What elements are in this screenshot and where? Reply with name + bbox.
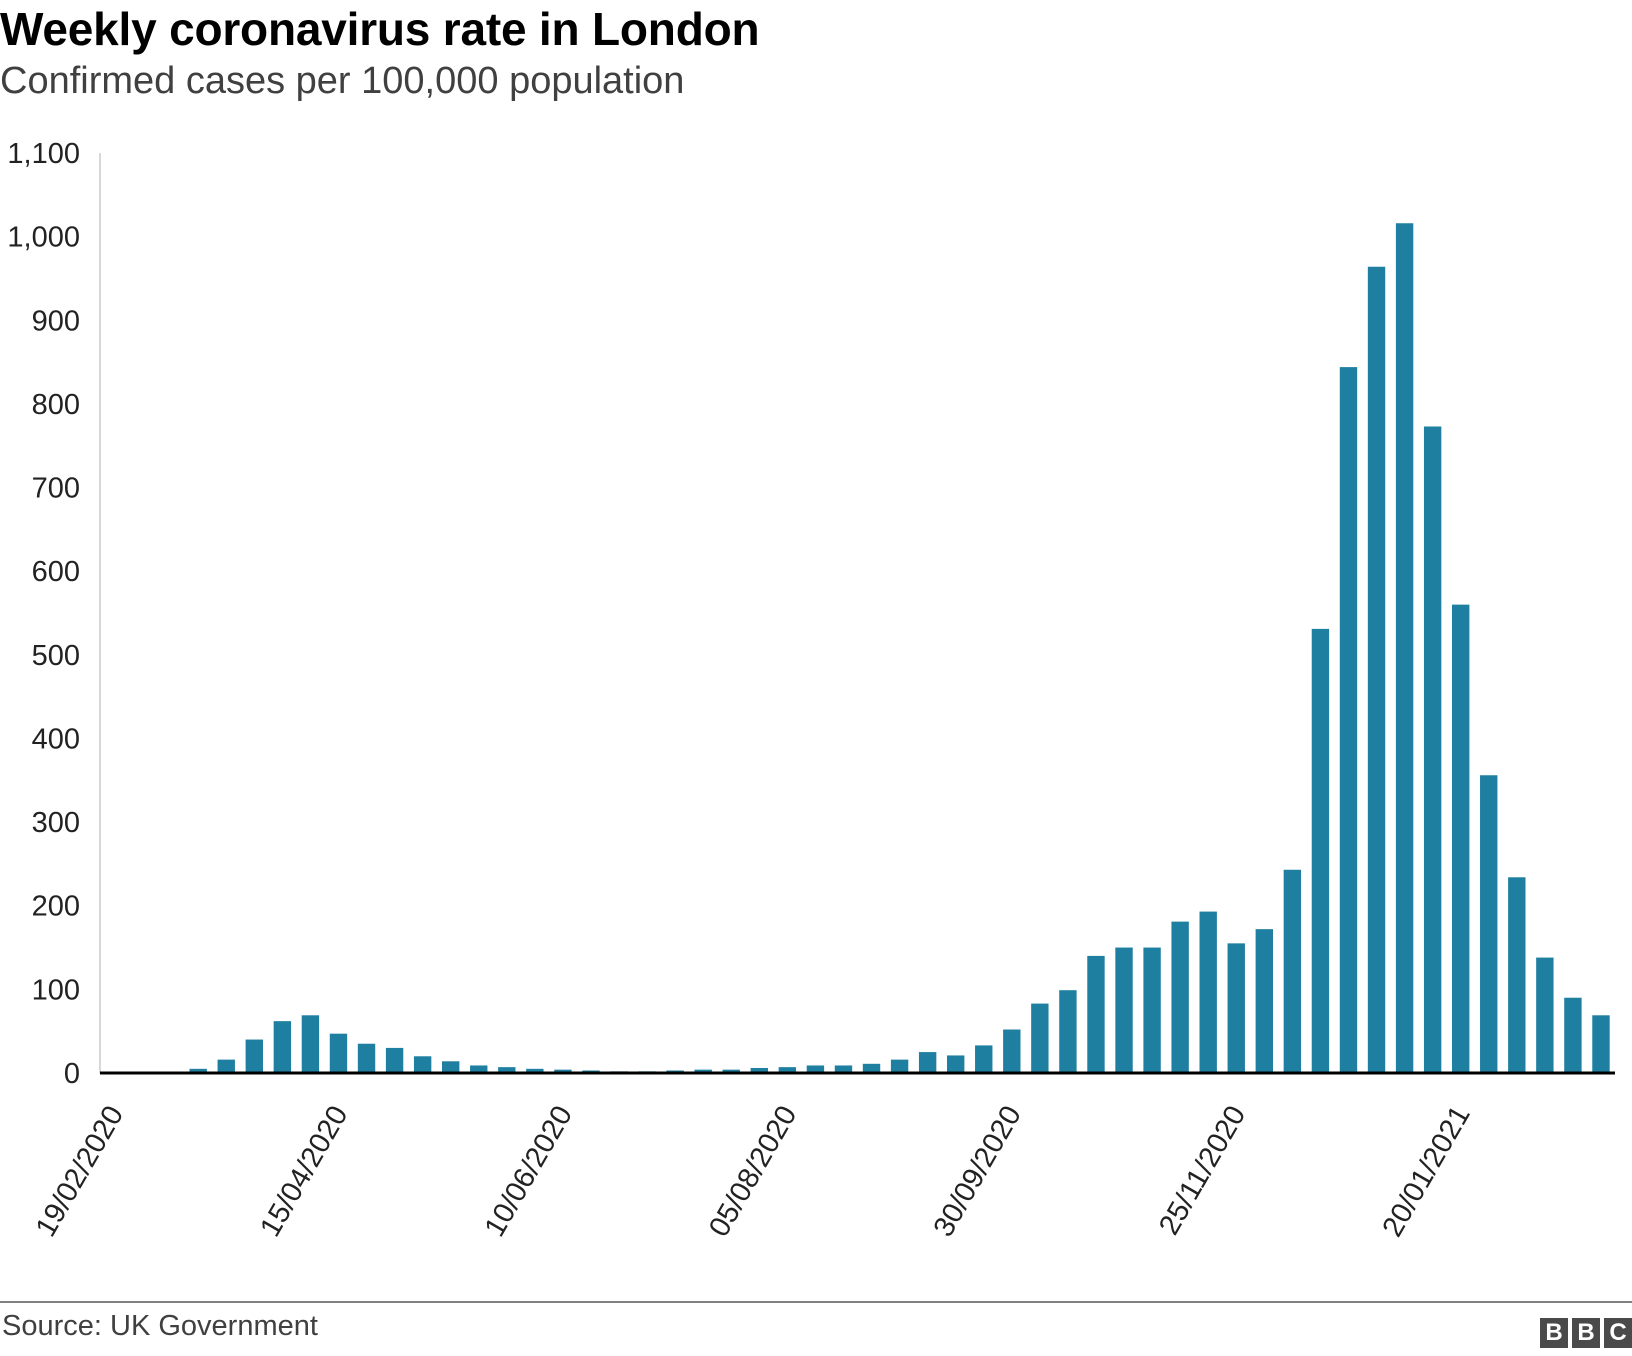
bar [694, 1069, 712, 1073]
bar [1283, 869, 1302, 1073]
bar [890, 1059, 909, 1073]
bar [329, 1033, 348, 1073]
bar-series [189, 223, 1610, 1073]
bar [722, 1069, 740, 1073]
x-tick-label: 19/02/2020 [30, 1101, 130, 1243]
y-tick-label: 800 [32, 389, 80, 421]
y-tick-label: 200 [32, 891, 80, 923]
bar [498, 1067, 516, 1073]
bar [834, 1065, 853, 1073]
bar [862, 1063, 881, 1073]
bar [1423, 426, 1442, 1073]
bar [442, 1061, 460, 1073]
source-note: Source: UK Government [2, 1310, 318, 1342]
bbc-logo-letter: C [1604, 1318, 1632, 1348]
bar [1087, 955, 1105, 1073]
bar [1452, 604, 1470, 1073]
y-tick-label: 0 [64, 1058, 80, 1090]
bar [301, 1015, 320, 1073]
bar [1227, 943, 1245, 1073]
bar [413, 1056, 432, 1073]
bar [189, 1068, 207, 1073]
bar [357, 1043, 376, 1073]
bar [1367, 266, 1386, 1073]
bar [1592, 1015, 1610, 1073]
y-axis-ticks: 0 100 200 300 400 500 600 700 800 900 1,000 1,100 [7, 138, 80, 1090]
bar [1031, 1003, 1049, 1073]
x-tick-label: 30/09/2020 [928, 1101, 1028, 1243]
x-tick-label: 20/01/2021 [1376, 1101, 1476, 1243]
bar [385, 1047, 404, 1073]
bar [1199, 911, 1217, 1073]
bar [778, 1067, 797, 1073]
chart-title: Weekly coronavirus rate in London [0, 3, 760, 55]
y-tick-label: 900 [32, 305, 80, 337]
bar [1059, 990, 1077, 1073]
bar [1115, 947, 1133, 1073]
bbc-logo-letter: B [1572, 1318, 1600, 1348]
bar [918, 1052, 937, 1073]
bar [1255, 929, 1273, 1073]
bar [1508, 877, 1526, 1073]
bar [1003, 1029, 1021, 1073]
x-axis-ticks: 19/02/2020 15/04/2020 10/06/2020 05/08/2020… [30, 1101, 1477, 1243]
footer-divider [0, 1301, 1632, 1303]
y-tick-label: 700 [32, 473, 80, 505]
bar [1171, 921, 1189, 1073]
y-tick-label: 400 [32, 723, 80, 755]
x-tick-label: 15/04/2020 [254, 1101, 354, 1243]
y-tick-label: 1,100 [7, 138, 80, 170]
x-tick-label: 25/11/2020 [1153, 1101, 1252, 1241]
x-tick-label: 10/06/2020 [479, 1101, 579, 1243]
y-tick-label: 500 [32, 640, 80, 672]
bar [1564, 997, 1582, 1073]
bar [750, 1067, 768, 1073]
bar [273, 1021, 292, 1073]
y-tick-label: 300 [32, 807, 80, 839]
bar [806, 1065, 825, 1073]
y-tick-label: 600 [32, 556, 80, 588]
bbc-logo: B B C [1540, 1318, 1632, 1348]
bar [975, 1045, 993, 1073]
bar [1395, 223, 1414, 1073]
bar [217, 1059, 235, 1073]
bar [554, 1069, 572, 1073]
bar [1143, 947, 1161, 1073]
y-tick-label: 1,000 [7, 222, 80, 254]
bar [1536, 957, 1554, 1073]
bar [1311, 628, 1330, 1073]
bar-chart: 0 100 200 300 400 500 600 700 800 900 1,000 1,100 1… [7, 138, 1615, 1243]
bar [526, 1068, 544, 1073]
bar [947, 1055, 965, 1073]
bar [470, 1065, 488, 1073]
x-tick-label: 05/08/2020 [703, 1101, 803, 1243]
bar [1480, 775, 1498, 1073]
chart-subtitle: Confirmed cases per 100,000 population [0, 60, 685, 102]
y-tick-label: 100 [32, 974, 80, 1006]
bbc-logo-letter: B [1540, 1318, 1568, 1348]
bar [1339, 367, 1358, 1073]
bar [245, 1039, 263, 1073]
